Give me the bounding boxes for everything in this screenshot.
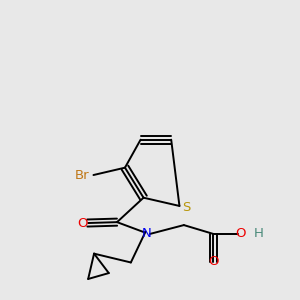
Text: H: H	[254, 227, 264, 240]
Text: Br: Br	[74, 169, 89, 182]
Text: S: S	[182, 201, 190, 214]
Text: O: O	[78, 217, 88, 230]
Text: O: O	[208, 255, 219, 268]
Text: O: O	[236, 227, 246, 240]
Text: N: N	[142, 227, 152, 240]
